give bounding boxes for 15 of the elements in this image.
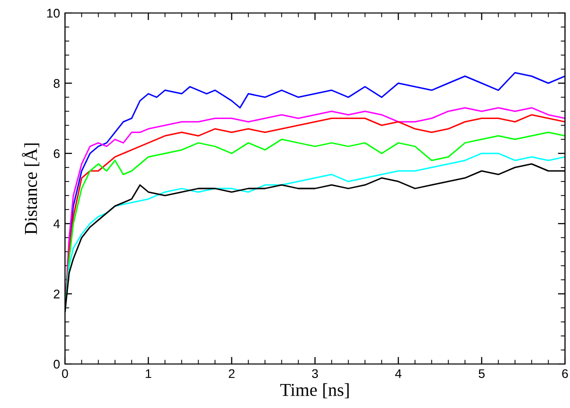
x-tick-label: 3 xyxy=(312,369,318,378)
y-tick-label: 6 xyxy=(54,149,60,158)
x-tick-label: 4 xyxy=(395,369,402,378)
x-tick-label: 5 xyxy=(478,369,485,378)
x-tick-label: 0 xyxy=(62,369,68,378)
y-tick-label: 4 xyxy=(53,220,60,228)
y-tick-label: 10 xyxy=(47,8,60,18)
y-axis-title: Distance [Å] xyxy=(22,143,40,234)
x-tick-label: 1 xyxy=(146,369,152,378)
y-tick-label: 8 xyxy=(54,79,60,88)
y-tick-label: 2 xyxy=(54,290,60,298)
x-tick-label: 6 xyxy=(562,369,568,378)
x-tick-label: 2 xyxy=(228,369,235,378)
y-tick-label: 0 xyxy=(54,360,60,369)
x-axis-title: Time [ns] xyxy=(280,383,349,398)
